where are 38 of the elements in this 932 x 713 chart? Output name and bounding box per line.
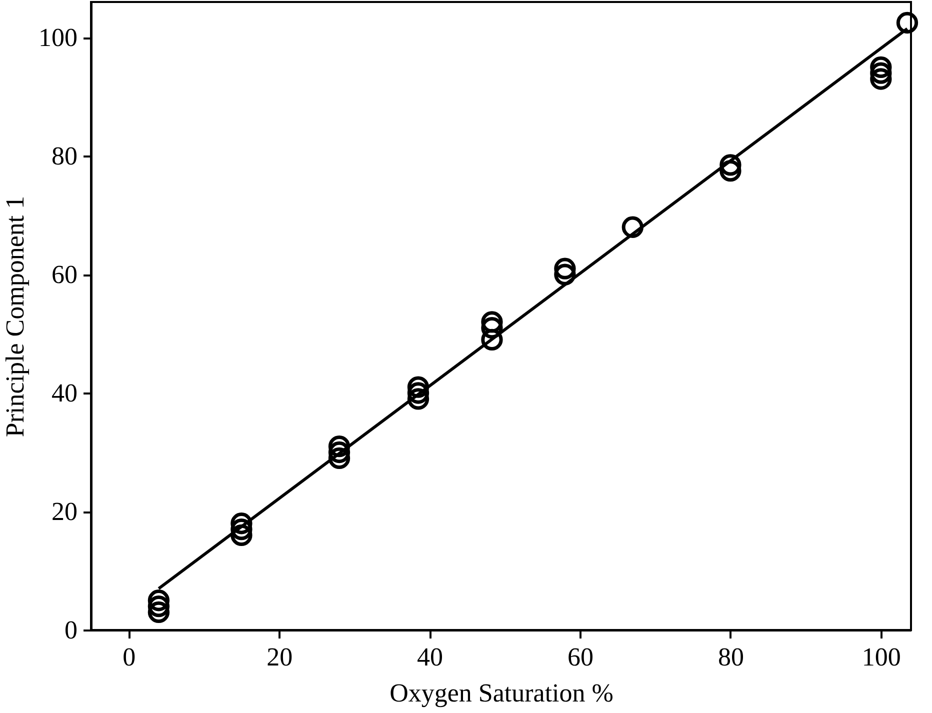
- point: [481, 317, 503, 339]
- x-tick-label: 100: [862, 642, 901, 672]
- point: [230, 518, 252, 540]
- point: [230, 524, 252, 546]
- point: [622, 216, 644, 238]
- x-tick-label: 40: [417, 642, 444, 672]
- y-axis-title: Principle Component 1: [0, 196, 30, 438]
- x-axis-title: Oxygen Saturation %: [390, 678, 614, 708]
- y-tick-label: 20: [52, 497, 78, 526]
- point: [148, 595, 170, 618]
- point: [870, 62, 892, 84]
- y-tick-label: 100: [38, 23, 78, 52]
- y-tick-label: 80: [52, 142, 78, 171]
- point: [896, 12, 918, 34]
- point: [407, 382, 430, 404]
- x-tick-label: 80: [718, 642, 744, 672]
- point: [554, 258, 576, 280]
- y-tick-label: 60: [52, 260, 78, 290]
- point: [481, 328, 503, 351]
- x-tick-label: 0: [122, 642, 136, 672]
- y-tick-label: 40: [52, 378, 78, 408]
- y-tick-label: 0: [64, 616, 78, 644]
- point: [328, 436, 350, 458]
- point: [870, 68, 892, 90]
- point: [328, 441, 350, 464]
- point: [720, 160, 742, 182]
- point: [407, 388, 430, 410]
- point: [230, 512, 252, 534]
- point: [148, 601, 170, 624]
- point: [328, 447, 350, 470]
- point: [870, 56, 892, 78]
- point: [481, 311, 503, 333]
- x-tick-label: 20: [266, 642, 293, 672]
- point: [554, 264, 576, 286]
- x-tick-label: 60: [567, 642, 594, 672]
- point: [148, 590, 170, 612]
- point: [407, 376, 430, 398]
- point: [720, 154, 742, 176]
